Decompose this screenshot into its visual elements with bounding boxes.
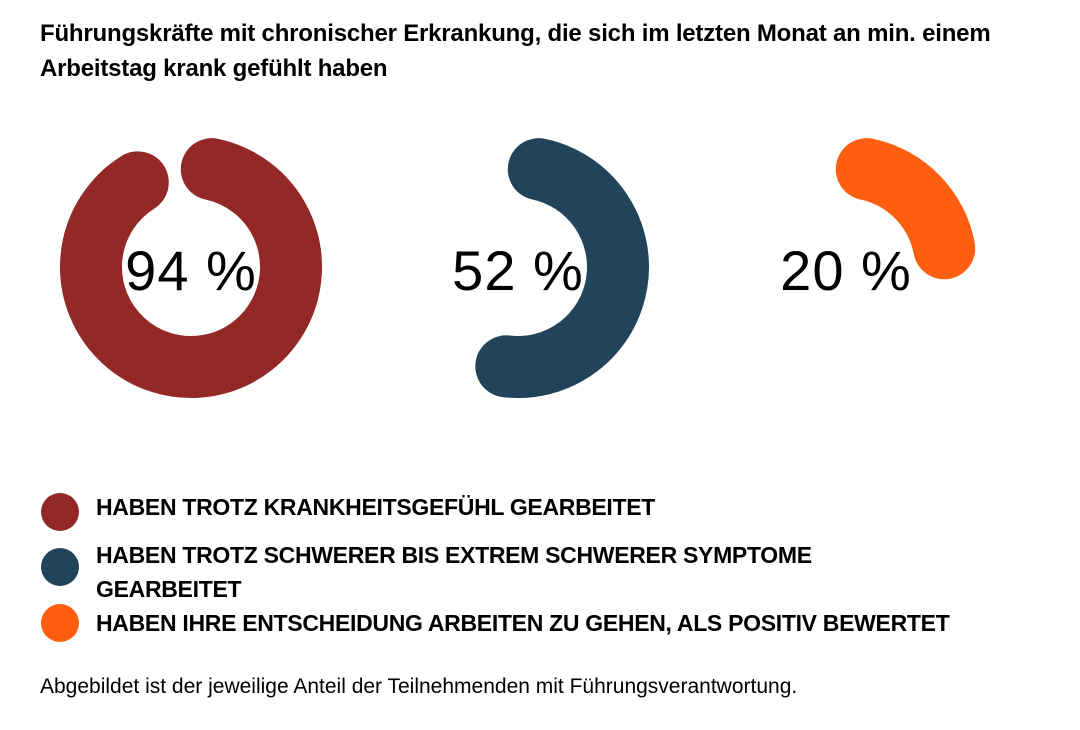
donut-value-3: 20 % — [780, 238, 912, 302]
donut-arc-1 — [60, 138, 322, 398]
donut-chart-2: 52 % — [368, 120, 668, 420]
legend-label: HABEN TROTZ KRANKHEITSGEFÜHL GEARBEITET — [96, 494, 656, 520]
donut-arc-2 — [475, 138, 649, 398]
legend-label: HABEN TROTZ SCHWERER BIS EXTREM SCHWERER… — [96, 542, 812, 602]
donut-charts: 94 % 52 % 20 % — [0, 120, 1080, 420]
donut-chart-1: 94 % — [41, 120, 341, 420]
donut-value-2: 52 % — [452, 238, 584, 302]
legend-label: HABEN IHRE ENTSCHEIDUNG ARBEITEN ZU GEHE… — [96, 610, 950, 636]
legend-item: HABEN TROTZ SCHWERER BIS EXTREM SCHWERER… — [40, 538, 926, 606]
legend-dot-icon — [41, 604, 79, 642]
legend-dot-icon — [41, 493, 79, 531]
legend-dot-icon — [41, 548, 79, 586]
donut-arc-3 — [835, 138, 976, 280]
donut-value-1: 94 % — [125, 238, 257, 302]
footnote: Abgebildet ist der jeweilige Anteil der … — [40, 675, 798, 698]
legend-item: HABEN TROTZ KRANKHEITSGEFÜHL GEARBEITET — [40, 490, 1040, 531]
donut-chart-3: 20 % — [696, 120, 996, 420]
chart-title: Führungskräfte mit chronischer Erkrankun… — [40, 20, 991, 82]
legend-item: HABEN IHRE ENTSCHEIDUNG ARBEITEN ZU GEHE… — [40, 604, 1040, 642]
legend: HABEN TROTZ KRANKHEITSGEFÜHL GEARBEITET … — [40, 490, 1040, 642]
